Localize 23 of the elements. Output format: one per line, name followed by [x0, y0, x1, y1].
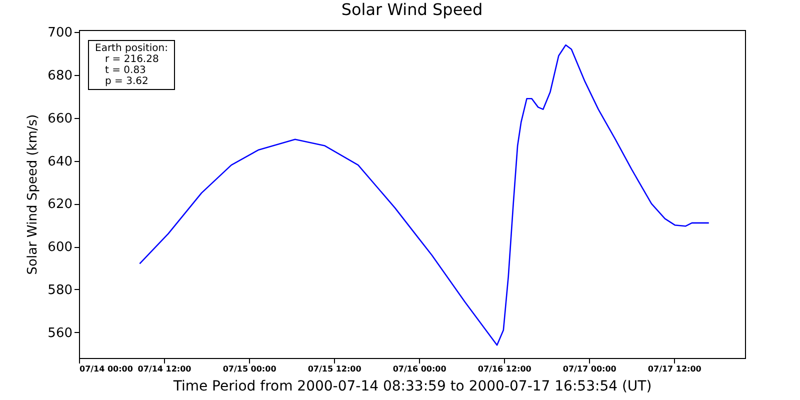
x-tick-label: 07/14 00:00: [80, 364, 134, 374]
x-tick-label: 07/14 12:00: [138, 364, 192, 374]
x-tick-label: 07/16 00:00: [392, 364, 447, 374]
y-tick-label: 620: [48, 197, 72, 212]
y-tick-label: 600: [48, 240, 72, 256]
x-tick-label: 07/17 00:00: [562, 364, 617, 374]
x-tick-label: 07/16 12:00: [478, 364, 532, 374]
annotation: Earth position:: [95, 43, 168, 54]
x-tick-label: 07/17 12:00: [648, 364, 702, 374]
x-axis-title: Time Period from 2000-07-14 08:33:59 to 2000-07-17 16:53:54 (UT): [172, 378, 652, 394]
y-tick-label: 700: [48, 26, 72, 41]
y-tick-label: 560: [48, 326, 72, 341]
x-tick-label: 07/15 00:00: [222, 364, 277, 374]
annotation: r = 216.28: [104, 54, 160, 65]
y-tick-label: 680: [48, 68, 72, 84]
annotation: t = 0.83: [104, 65, 147, 76]
annotation: p = 3.62: [104, 76, 150, 87]
chart-title: Solar Wind Speed: [341, 0, 483, 20]
x-tick-label: 07/15 12:00: [308, 364, 362, 374]
y-tick-label: 580: [48, 282, 72, 298]
y-axis-title: Solar Wind Speed (km/s): [26, 114, 41, 275]
y-tick-label: 640: [48, 154, 72, 170]
y-tick-label: 660: [48, 111, 72, 126]
